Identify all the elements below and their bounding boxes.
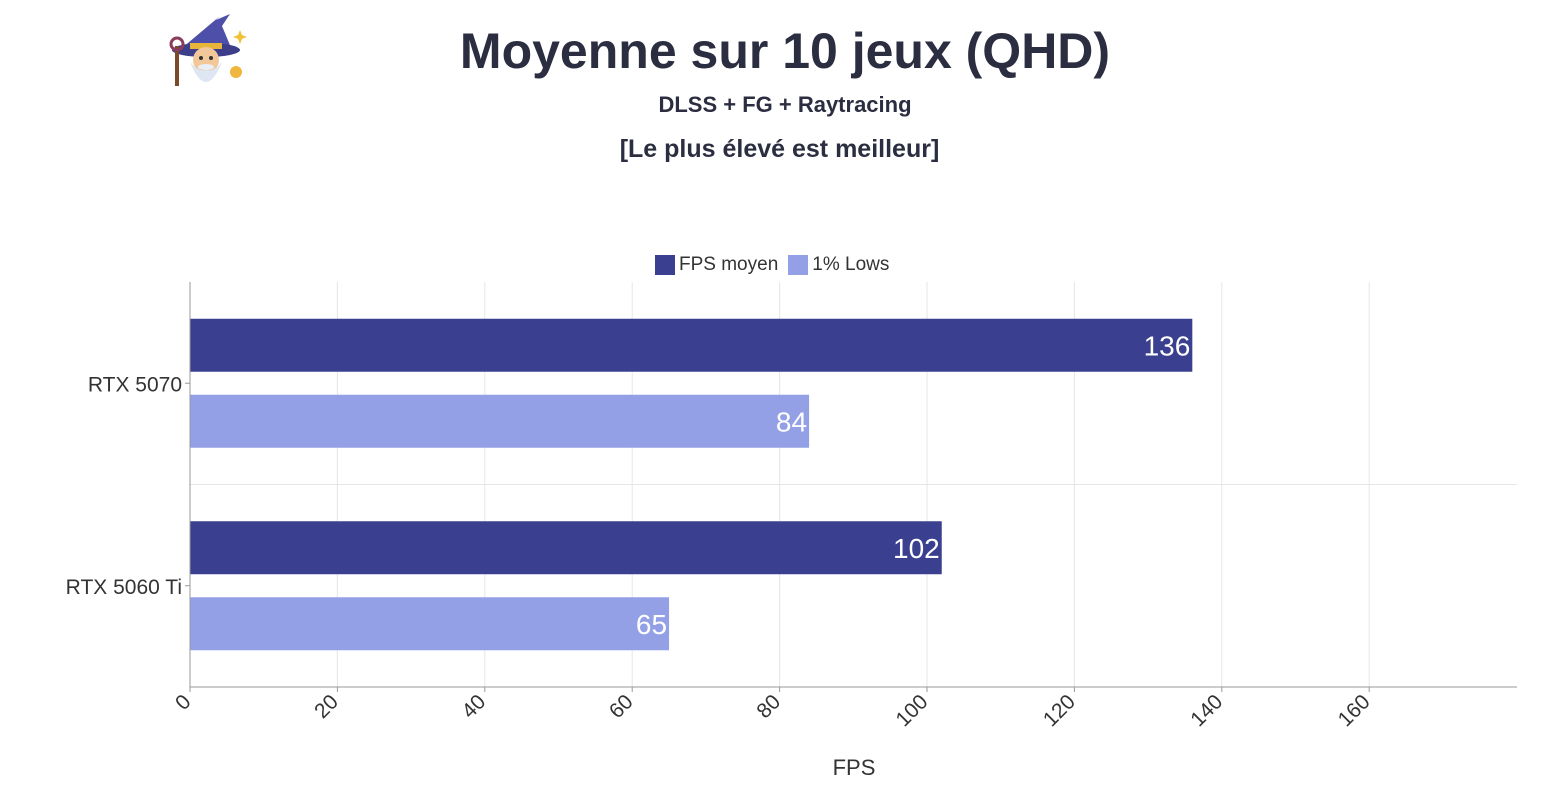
legend-swatch-1pct-lows [788,255,809,275]
x-axis-title: FPS [833,755,876,780]
bar-rtx-5070-1-lows[interactable] [190,394,810,448]
x-tick-label-80: 80 [752,690,785,723]
wizard-mascot-icon [160,10,252,92]
legend: FPS moyen 1% Lows [655,254,899,276]
x-tick-label-140: 140 [1186,690,1227,731]
bar-rtx-5070-fps-moyen[interactable] [190,318,1193,372]
bar-value-label: 136 [1144,330,1191,361]
bars: 136 84 102 65 [190,318,1193,651]
legend-item-1pct-lows[interactable]: 1% Lows [788,254,889,276]
legend-swatch-fps-moyen [655,255,675,275]
bar-value-label: 102 [893,533,940,564]
bar-value-label: 65 [636,609,667,640]
x-tick-label-40: 40 [458,690,491,723]
x-tick-label-60: 60 [605,690,638,723]
chart-subtitle-note: [Le plus élevé est meilleur] [619,135,940,163]
x-tick-label-100: 100 [891,690,932,731]
legend-item-fps-moyen[interactable]: FPS moyen [655,254,778,276]
x-tick-label-120: 120 [1039,690,1080,731]
x-tick-label-0: 0 [171,690,196,715]
bar-value-label: 84 [776,406,807,437]
x-tick-label-20: 20 [310,690,343,723]
legend-label-1pct-lows: 1% Lows [812,254,890,275]
x-tick-label-160: 160 [1334,690,1375,731]
y-category-label-1: RTX 5060 Ti [66,576,182,599]
y-category-label-0: RTX 5070 [88,373,182,396]
chart-subtitle: DLSS + FG + Raytracing [658,92,912,117]
bar-rtx-5060-ti-1-lows[interactable] [190,597,670,651]
legend-label-fps-moyen: FPS moyen [679,254,779,275]
bar-rtx-5060-ti-fps-moyen[interactable] [190,521,942,575]
chart-title: Moyenne sur 10 jeux (QHD) [459,23,1111,79]
